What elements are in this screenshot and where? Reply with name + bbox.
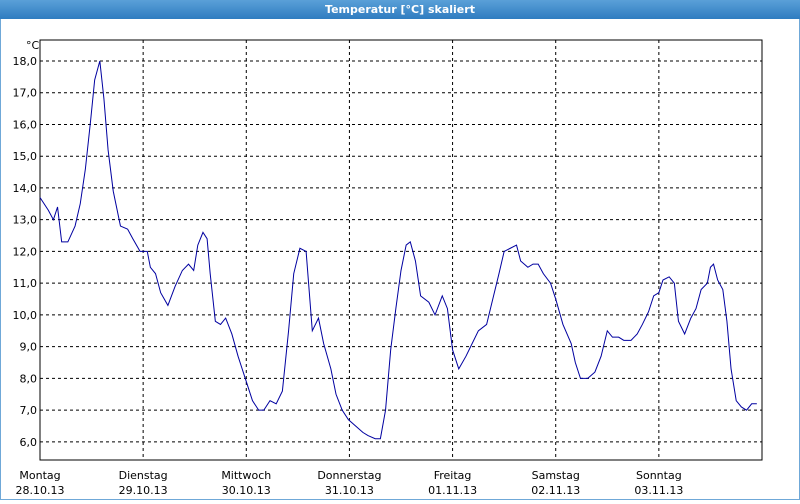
y-tick-label: 15,0 [13, 150, 38, 163]
x-tick-label: Sonntag [636, 469, 682, 482]
y-tick-label: 6,0 [20, 436, 38, 449]
title-bar [0, 0, 800, 19]
y-tick-label: 9,0 [20, 341, 38, 354]
plot-frame [39, 39, 763, 461]
x-tick-date: 03.11.13 [634, 484, 683, 497]
y-tick-label: 16,0 [13, 118, 38, 131]
x-tick-label: Mittwoch [221, 469, 271, 482]
y-tick-label: 12,0 [13, 245, 38, 258]
y-tick-label: 10,0 [13, 309, 38, 322]
x-tick-label: Montag [19, 469, 60, 482]
y-tick-label: 11,0 [13, 277, 38, 290]
x-tick-date: 28.10.13 [16, 484, 65, 497]
y-tick-label: 8,0 [20, 372, 38, 385]
x-tick-label: Donnerstag [317, 469, 381, 482]
chart-title: Temperatur [°C] skaliert [325, 3, 475, 16]
x-tick-date: 31.10.13 [325, 484, 374, 497]
x-tick-date: 29.10.13 [119, 484, 168, 497]
x-tick-label: Dienstag [119, 469, 168, 482]
temperature-line [39, 60, 757, 440]
x-tick-label: Freitag [434, 469, 472, 482]
y-tick-label: 13,0 [13, 214, 38, 227]
y-unit-label: °C [26, 39, 40, 52]
x-tick-date: 01.11.13 [428, 484, 477, 497]
x-tick-label: Samstag [532, 469, 580, 482]
y-tick-label: 18,0 [13, 55, 38, 68]
y-tick-label: 7,0 [20, 404, 38, 417]
x-tick-date: 02.11.13 [531, 484, 580, 497]
plot-area: 6,0 7,0 8,0 9,0 10,0 11,0 12,0 13,0 14,0 15,0 16,0… [13, 39, 763, 497]
y-tick-label: 17,0 [13, 87, 38, 100]
x-tick-date: 30.10.13 [222, 484, 271, 497]
y-tick-label: 14,0 [13, 182, 38, 195]
